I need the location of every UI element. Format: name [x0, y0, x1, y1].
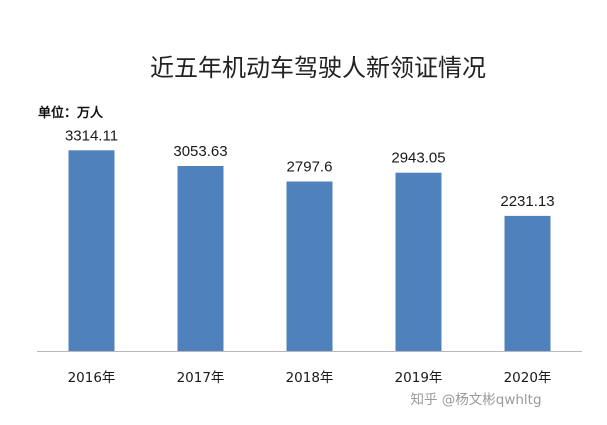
bar-3 — [395, 172, 442, 351]
bar-1 — [177, 166, 224, 351]
unit-label: 单位：万人 — [38, 105, 104, 121]
data-label-1: 3053.63 — [173, 143, 227, 160]
data-label-4: 2231.13 — [500, 193, 554, 210]
data-label-0: 3314.11 — [65, 127, 118, 144]
bar-0 — [68, 150, 115, 351]
data-label-2: 2797.6 — [287, 159, 333, 176]
watermark: 知乎 @杨文彬qwhltg — [410, 391, 541, 408]
x-tick-label-4: 2020年 — [504, 370, 552, 386]
data-label-3: 2943.05 — [391, 150, 445, 167]
x-tick-label-0: 2016年 — [68, 370, 116, 386]
bar-4 — [504, 215, 551, 351]
x-tick-label-3: 2019年 — [395, 370, 443, 386]
bar-2 — [286, 181, 333, 351]
x-tick-label-2: 2018年 — [286, 370, 334, 386]
chart-title: 近五年机动车驾驶人新领证情况 — [150, 54, 486, 82]
x-tick-label-1: 2017年 — [177, 370, 225, 386]
bars-layer: 3314.11 2016年 3053.63 2017年 2797.6 2018年 2943.… — [65, 127, 555, 386]
